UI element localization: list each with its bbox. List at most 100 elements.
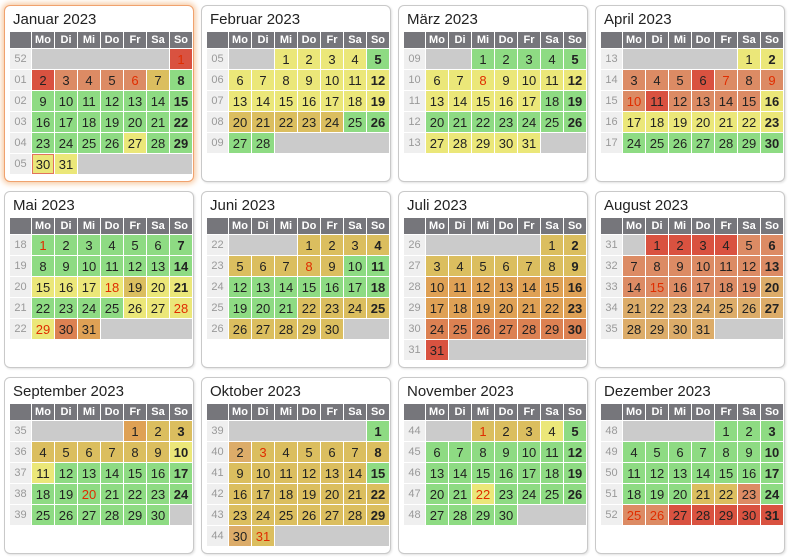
day-cell-august-4[interactable]: 4 — [715, 235, 737, 255]
day-cell-februar-24[interactable]: 24 — [321, 112, 343, 132]
day-cell-februar-21[interactable]: 21 — [252, 112, 274, 132]
day-cell-juni-9[interactable]: 9 — [321, 256, 343, 276]
day-cell-januar-24[interactable]: 24 — [55, 133, 77, 153]
day-cell-dezember-8[interactable]: 8 — [715, 442, 737, 462]
day-cell-april-16[interactable]: 16 — [761, 91, 783, 111]
day-cell-august-31[interactable]: 31 — [692, 319, 714, 339]
day-cell-mai-7[interactable]: 7 — [170, 235, 192, 255]
day-cell-januar-21[interactable]: 21 — [147, 112, 169, 132]
day-cell-mai-25[interactable]: 25 — [101, 298, 123, 318]
day-cell-maerz-20[interactable]: 20 — [426, 112, 448, 132]
day-cell-november-30[interactable]: 30 — [495, 505, 517, 525]
month-card-dezember[interactable]: Dezember 2023 Mo Di Mi Do Fr Sa So 48 1 2 3 49 4 5 6 7 8 9… — [595, 377, 785, 554]
day-cell-september-26[interactable]: 26 — [55, 505, 77, 525]
day-cell-september-21[interactable]: 21 — [101, 484, 123, 504]
day-cell-maerz-11[interactable]: 11 — [541, 70, 563, 90]
day-cell-februar-19[interactable]: 19 — [367, 91, 389, 111]
day-cell-januar-26[interactable]: 26 — [101, 133, 123, 153]
month-card-juni[interactable]: Juni 2023 Mo Di Mi Do Fr Sa So 22 1 2 3 4 23 5 6 7 8 9 10 11… — [201, 191, 391, 368]
month-card-april[interactable]: April 2023 Mo Di Mi Do Fr Sa So 13 1 2 14 3 4 5 6 7 8 9 15 1… — [595, 5, 785, 182]
day-cell-maerz-15[interactable]: 15 — [472, 91, 494, 111]
day-cell-maerz-13[interactable]: 13 — [426, 91, 448, 111]
day-cell-juni-30[interactable]: 30 — [321, 319, 343, 339]
day-cell-maerz-26[interactable]: 26 — [564, 112, 586, 132]
day-cell-oktober-16[interactable]: 16 — [229, 484, 251, 504]
day-cell-juli-6[interactable]: 6 — [495, 256, 517, 276]
day-cell-mai-28[interactable]: 28 — [170, 298, 192, 318]
day-cell-dezember-28[interactable]: 28 — [692, 505, 714, 525]
day-cell-februar-13[interactable]: 13 — [229, 91, 251, 111]
day-cell-februar-17[interactable]: 17 — [321, 91, 343, 111]
day-cell-dezember-7[interactable]: 7 — [692, 442, 714, 462]
day-cell-maerz-23[interactable]: 23 — [495, 112, 517, 132]
day-cell-oktober-2[interactable]: 2 — [229, 442, 251, 462]
day-cell-maerz-31[interactable]: 31 — [518, 133, 540, 153]
day-cell-juni-13[interactable]: 13 — [252, 277, 274, 297]
day-cell-juni-4[interactable]: 4 — [367, 235, 389, 255]
day-cell-juni-3[interactable]: 3 — [344, 235, 366, 255]
day-cell-juli-2[interactable]: 2 — [564, 235, 586, 255]
day-cell-januar-1[interactable]: 1 — [170, 49, 192, 69]
day-cell-april-24[interactable]: 24 — [623, 133, 645, 153]
day-cell-september-27[interactable]: 27 — [78, 505, 100, 525]
day-cell-februar-6[interactable]: 6 — [229, 70, 251, 90]
day-cell-januar-5[interactable]: 5 — [101, 70, 123, 90]
day-cell-april-8[interactable]: 8 — [738, 70, 760, 90]
day-cell-juni-17[interactable]: 17 — [344, 277, 366, 297]
day-cell-juli-5[interactable]: 5 — [472, 256, 494, 276]
day-cell-dezember-1[interactable]: 1 — [715, 421, 737, 441]
day-cell-oktober-15[interactable]: 15 — [367, 463, 389, 483]
day-cell-november-8[interactable]: 8 — [472, 442, 494, 462]
day-cell-januar-19[interactable]: 19 — [101, 112, 123, 132]
day-cell-maerz-4[interactable]: 4 — [541, 49, 563, 69]
day-cell-januar-14[interactable]: 14 — [147, 91, 169, 111]
day-cell-februar-1[interactable]: 1 — [275, 49, 297, 69]
day-cell-januar-31[interactable]: 31 — [55, 154, 77, 174]
day-cell-august-5[interactable]: 5 — [738, 235, 760, 255]
day-cell-september-23[interactable]: 23 — [147, 484, 169, 504]
day-cell-august-28[interactable]: 28 — [623, 319, 645, 339]
day-cell-juli-1[interactable]: 1 — [541, 235, 563, 255]
day-cell-november-14[interactable]: 14 — [449, 463, 471, 483]
day-cell-september-30[interactable]: 30 — [147, 505, 169, 525]
day-cell-juni-19[interactable]: 19 — [229, 298, 251, 318]
day-cell-januar-10[interactable]: 10 — [55, 91, 77, 111]
day-cell-dezember-17[interactable]: 17 — [761, 463, 783, 483]
day-cell-juli-18[interactable]: 18 — [449, 298, 471, 318]
day-cell-november-22[interactable]: 22 — [472, 484, 494, 504]
day-cell-august-19[interactable]: 19 — [738, 277, 760, 297]
day-cell-oktober-21[interactable]: 21 — [344, 484, 366, 504]
day-cell-august-22[interactable]: 22 — [646, 298, 668, 318]
day-cell-maerz-14[interactable]: 14 — [449, 91, 471, 111]
day-cell-april-14[interactable]: 14 — [715, 91, 737, 111]
day-cell-juli-23[interactable]: 23 — [564, 298, 586, 318]
day-cell-oktober-23[interactable]: 23 — [229, 505, 251, 525]
day-cell-august-30[interactable]: 30 — [669, 319, 691, 339]
day-cell-juli-27[interactable]: 27 — [495, 319, 517, 339]
day-cell-september-15[interactable]: 15 — [124, 463, 146, 483]
day-cell-juni-8[interactable]: 8 — [298, 256, 320, 276]
day-cell-mai-3[interactable]: 3 — [78, 235, 100, 255]
day-cell-august-15[interactable]: 15 — [646, 277, 668, 297]
day-cell-november-26[interactable]: 26 — [564, 484, 586, 504]
day-cell-oktober-12[interactable]: 12 — [298, 463, 320, 483]
day-cell-dezember-15[interactable]: 15 — [715, 463, 737, 483]
day-cell-juli-11[interactable]: 11 — [449, 277, 471, 297]
day-cell-august-6[interactable]: 6 — [761, 235, 783, 255]
day-cell-november-15[interactable]: 15 — [472, 463, 494, 483]
day-cell-dezember-9[interactable]: 9 — [738, 442, 760, 462]
day-cell-november-20[interactable]: 20 — [426, 484, 448, 504]
day-cell-november-28[interactable]: 28 — [449, 505, 471, 525]
day-cell-januar-23[interactable]: 23 — [32, 133, 54, 153]
day-cell-februar-15[interactable]: 15 — [275, 91, 297, 111]
day-cell-april-6[interactable]: 6 — [692, 70, 714, 90]
day-cell-juni-27[interactable]: 27 — [252, 319, 274, 339]
day-cell-dezember-3[interactable]: 3 — [761, 421, 783, 441]
day-cell-maerz-28[interactable]: 28 — [449, 133, 471, 153]
day-cell-mai-9[interactable]: 9 — [55, 256, 77, 276]
day-cell-februar-7[interactable]: 7 — [252, 70, 274, 90]
day-cell-august-11[interactable]: 11 — [715, 256, 737, 276]
day-cell-dezember-5[interactable]: 5 — [646, 442, 668, 462]
day-cell-dezember-27[interactable]: 27 — [669, 505, 691, 525]
day-cell-november-1[interactable]: 1 — [472, 421, 494, 441]
